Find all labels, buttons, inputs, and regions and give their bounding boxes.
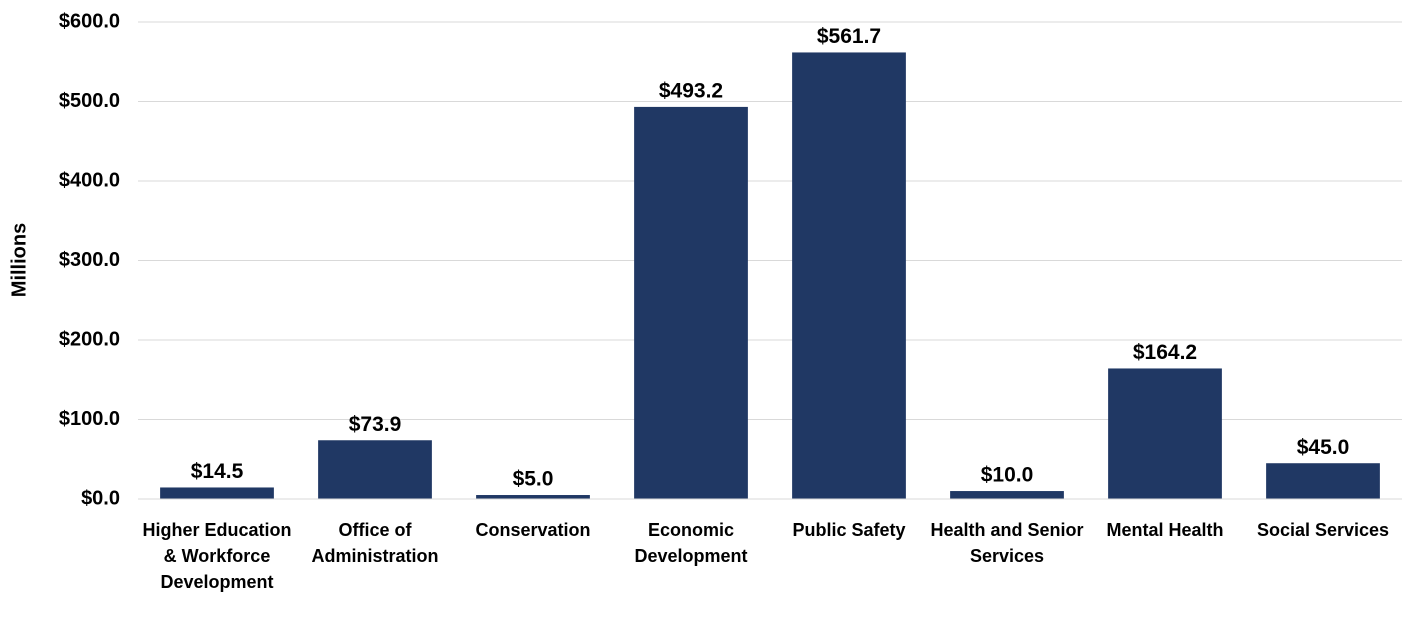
- y-tick-label: $500.0: [59, 90, 120, 112]
- data-label: $14.5: [191, 460, 244, 483]
- bar: [950, 491, 1064, 499]
- y-tick-label: $0.0: [81, 487, 120, 509]
- y-tick-label: $100.0: [59, 408, 120, 430]
- y-tick-label: $300.0: [59, 249, 120, 271]
- x-tick-label: Public Safety: [792, 520, 906, 540]
- data-label: $10.0: [981, 464, 1034, 487]
- bar: [1108, 368, 1222, 499]
- x-tick-label: Health and Senior Services: [930, 520, 1084, 566]
- bar: [792, 52, 906, 500]
- data-label: $5.0: [513, 468, 554, 491]
- data-label: $45.0: [1297, 436, 1350, 459]
- bar: [1266, 463, 1380, 499]
- bar: [160, 487, 274, 499]
- bar: [634, 106, 748, 499]
- data-label: $561.7: [817, 25, 881, 48]
- x-tick-label: Higher Education & Workforce Development: [142, 520, 292, 592]
- y-axis-title: Millions: [8, 223, 30, 297]
- bar: [318, 440, 432, 499]
- x-tick-label: Mental Health: [1106, 520, 1224, 540]
- x-tick-label: Office of Administration: [311, 520, 439, 566]
- data-label: $73.9: [349, 413, 402, 436]
- x-tick-label: Social Services: [1256, 520, 1390, 540]
- y-tick-label: $400.0: [59, 169, 120, 191]
- data-label: $493.2: [659, 79, 723, 102]
- x-tick-label: Conservation: [475, 520, 591, 540]
- y-tick-label: $600.0: [59, 10, 120, 32]
- data-label: $164.2: [1133, 341, 1197, 364]
- bar: [476, 495, 590, 499]
- x-tick-label: Economic Development: [634, 520, 748, 566]
- y-tick-label: $200.0: [59, 328, 120, 350]
